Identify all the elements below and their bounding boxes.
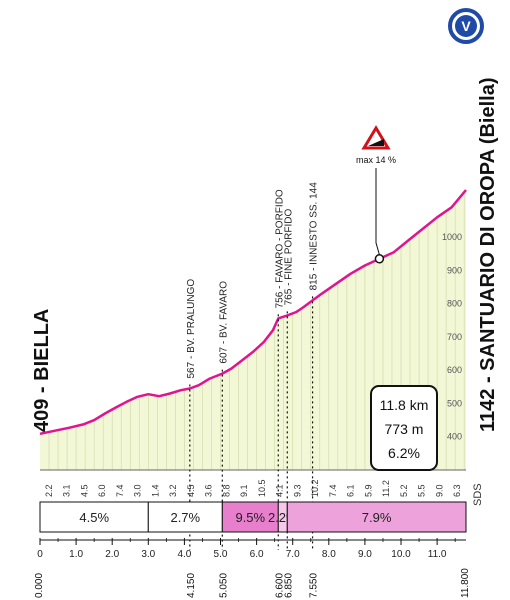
- altitude-tick-label: 400: [447, 432, 462, 442]
- waypoint-label: 567 - BV. PRALUNGO: [186, 279, 197, 379]
- distance-tick-label: 10.0: [391, 549, 411, 560]
- distance-tick-label: 8.0: [322, 549, 336, 560]
- km-gradient-label: 3.2: [168, 484, 178, 497]
- grid-vertical-lines: [48, 192, 465, 470]
- gradient-segment: [147, 501, 223, 533]
- distance-tick-label: 6.0: [250, 549, 264, 560]
- finish-label: 1142 - SANTUARIO DI OROPA (Biella): [477, 77, 499, 432]
- summary-elevation: 773 m: [385, 421, 424, 437]
- slope-icon: [368, 139, 384, 146]
- distance-tick-label: 5.0: [214, 549, 228, 560]
- distance-tick-label: 1.0: [69, 549, 83, 560]
- distance-tick-label: 2.0: [105, 549, 119, 560]
- max-gradient-annotation: max 14 %: [356, 125, 396, 264]
- start-km-label: 0.000: [34, 573, 45, 598]
- gradient-segment-label: 2.7%: [170, 510, 200, 525]
- waypoint-km-label: 7.550: [309, 573, 320, 598]
- gradient-bar: 4.5% 2.7% 9.5% 2.2% 7.9%: [39, 501, 467, 533]
- km-gradient-label: 4.5: [79, 484, 89, 497]
- km-gradient-label: 5.5: [417, 484, 427, 497]
- gradient-segment: [39, 501, 149, 533]
- km-gradient-label: 7.4: [115, 484, 125, 497]
- km-gradient-label: 3.1: [62, 484, 72, 497]
- km-gradient-label: 6.1: [346, 484, 356, 497]
- altitude-tick-label: 900: [447, 265, 462, 275]
- km-gradient-label: 10.5: [257, 479, 267, 497]
- km-gradient-label: 5.2: [399, 484, 409, 497]
- gradient-segment-label: 4.5%: [79, 510, 109, 525]
- waypoints-group: 567 - BV. PRALUNGO 4.150 607 - BV. FAVARO 5…: [186, 182, 320, 598]
- km-gradient-label: 7.4: [328, 484, 338, 497]
- km-gradient-label: 6.3: [452, 484, 462, 497]
- km-gradient-label: 9.0: [434, 484, 444, 497]
- km-gradient-label: 9.1: [239, 484, 249, 497]
- km-gradient-row: 2.2 3.1 4.5 6.0 7.4 3.0 1.4 3.2 4.5 3.6 8.8 9.1 10.5…: [44, 479, 462, 497]
- distance-axis: 0 1.0 2.0 3.0 4.0 5.0 6.0 7.0 8.0 9.0 10.0 11.0: [37, 538, 466, 560]
- altitude-axis: 400 500 600 700 800 900 1000: [442, 232, 462, 442]
- max-leader-line: [375, 168, 380, 255]
- summary-gradient: 6.2%: [388, 445, 420, 461]
- summary-frame: [370, 385, 438, 471]
- waypoint-km-label: 6.850: [283, 573, 294, 598]
- km-gradient-label: 10.2: [310, 479, 320, 497]
- start-label: 409 - BIELLA: [31, 309, 53, 432]
- profile-area-group: [40, 190, 466, 470]
- badge-core: [455, 15, 477, 37]
- altitude-tick-label: 700: [447, 332, 462, 342]
- profile-area: [40, 190, 466, 470]
- waypoint-km-label: 4.150: [186, 573, 197, 598]
- km-gradient-label: 1.4: [150, 484, 160, 497]
- waypoint-label: 765 - FINE PORFIDO: [283, 208, 294, 305]
- distance-tick-label: 3.0: [141, 549, 155, 560]
- summary-box: 11.8 km 773 m 6.2%: [370, 385, 438, 471]
- km-gradient-label: 2.2: [44, 484, 54, 497]
- distance-tick-label: 4.0: [177, 549, 191, 560]
- gradient-segment: [221, 501, 279, 533]
- km-gradient-label: 3.6: [204, 484, 214, 497]
- km-gradient-label: 6.0: [97, 484, 107, 497]
- altitude-tick-label: 500: [447, 398, 462, 408]
- km-gradient-label: 3.0: [133, 484, 143, 497]
- km-gradient-label: 8.8: [221, 484, 231, 497]
- km-gradient-label: 4.5: [186, 484, 196, 497]
- badge-letter: V: [461, 18, 471, 34]
- km-gradient-label: 5.9: [363, 484, 373, 497]
- distance-tick-label: 0: [37, 549, 43, 560]
- sds-label: SDS: [472, 483, 484, 506]
- gradient-segment: [286, 501, 467, 533]
- stage-badge: V: [448, 8, 484, 44]
- gradient-segment-label: 9.5%: [235, 510, 265, 525]
- max-gradient-label: max 14 %: [356, 155, 396, 165]
- summary-distance: 11.8 km: [380, 397, 429, 413]
- waypoint-label: 815 - INNESTO SS. 144: [309, 182, 320, 291]
- waypoint-km-label: 6.600: [274, 573, 285, 598]
- waypoint-km-label: 5.050: [218, 573, 229, 598]
- finish-km-label: 11.800: [460, 568, 471, 598]
- km-gradient-label: 9.3: [292, 484, 302, 497]
- waypoint-label: 607 - BV. FAVARO: [218, 281, 229, 364]
- max-gradient-point: [374, 254, 385, 264]
- altitude-tick-label: 1000: [442, 232, 462, 242]
- waypoint-label: 756 - FAVARO - PORFIDO: [274, 189, 285, 308]
- gradient-segment-label: 7.9%: [362, 510, 392, 525]
- km-gradient-label: 11.2: [381, 480, 391, 497]
- distance-tick-label: 9.0: [358, 549, 372, 560]
- distance-tick-label: 7.0: [286, 549, 300, 560]
- km-gradient-label: 4.1: [275, 484, 285, 497]
- altitude-tick-label: 600: [447, 365, 462, 375]
- altitude-tick-label: 800: [447, 299, 462, 309]
- distance-tick-label: 11.0: [428, 549, 447, 560]
